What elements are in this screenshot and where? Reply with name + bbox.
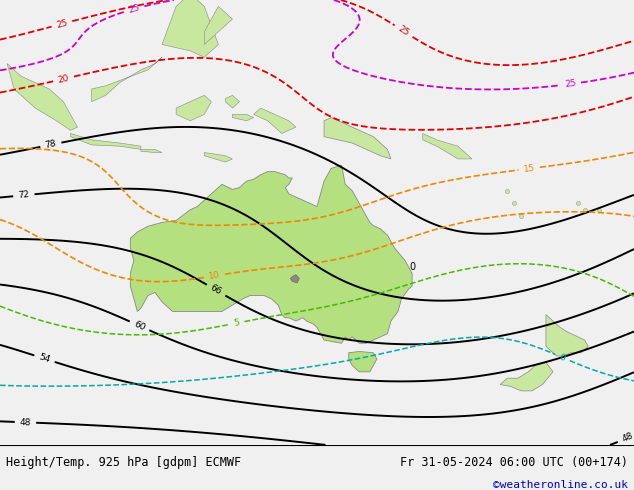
Polygon shape [349,351,377,372]
Polygon shape [70,133,141,149]
Text: 25: 25 [396,24,411,38]
Text: 25: 25 [564,79,577,89]
Text: 54: 54 [37,353,51,365]
Polygon shape [204,152,233,162]
Text: 0: 0 [558,352,567,363]
Polygon shape [204,6,233,45]
Text: 66: 66 [209,283,223,297]
Polygon shape [91,57,162,102]
Polygon shape [254,108,296,133]
Polygon shape [290,274,299,283]
Text: 72: 72 [18,190,30,200]
Polygon shape [546,315,588,356]
Text: Height/Temp. 925 hPa [gdpm] ECMWF: Height/Temp. 925 hPa [gdpm] ECMWF [6,456,242,468]
Text: 0: 0 [409,262,415,272]
Polygon shape [324,118,391,159]
Polygon shape [176,96,211,121]
Polygon shape [423,133,472,159]
Polygon shape [7,64,77,130]
Text: 60: 60 [133,319,146,332]
Text: 10: 10 [208,270,221,281]
Text: 15: 15 [523,164,535,174]
Polygon shape [131,165,412,343]
Polygon shape [162,0,218,57]
Polygon shape [226,96,240,108]
Text: 25: 25 [127,3,141,15]
Polygon shape [500,362,553,391]
Text: Fr 31-05-2024 06:00 UTC (00+174): Fr 31-05-2024 06:00 UTC (00+174) [399,456,628,468]
Polygon shape [233,114,254,121]
Text: ©weatheronline.co.uk: ©weatheronline.co.uk [493,480,628,490]
Text: 25: 25 [55,18,68,30]
Text: 78: 78 [44,139,57,150]
Text: 20: 20 [57,74,70,85]
Polygon shape [141,149,162,152]
Text: 48: 48 [20,417,31,427]
Text: 48: 48 [621,431,634,444]
Text: 5: 5 [233,318,240,328]
